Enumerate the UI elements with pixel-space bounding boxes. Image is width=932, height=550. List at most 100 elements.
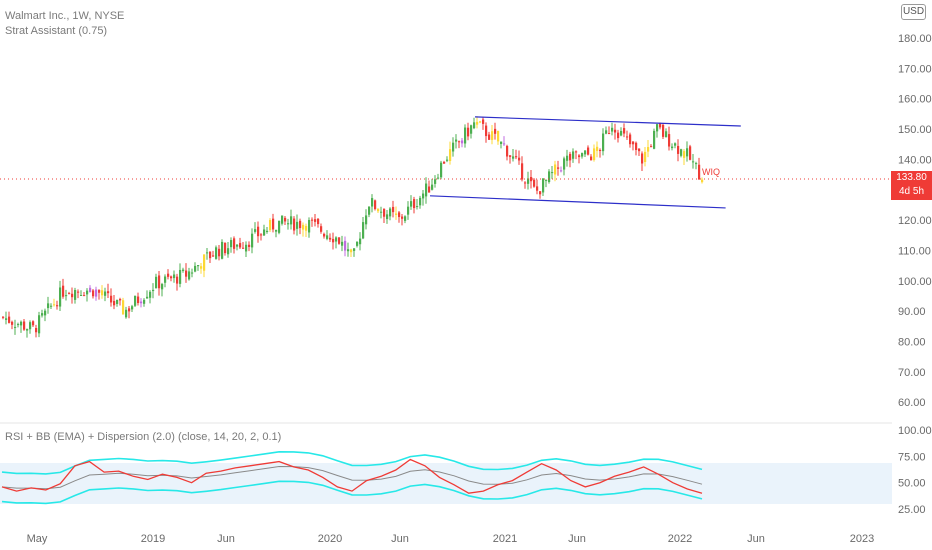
candle-body (239, 243, 242, 248)
candle-body (521, 163, 524, 180)
rsi-basis-line (1, 465, 703, 490)
candle-body (530, 176, 533, 182)
candle-body (221, 241, 224, 259)
candle-body (653, 130, 656, 149)
rsi-lower-band (1, 480, 703, 505)
candle-body (641, 153, 644, 164)
candle-body (635, 142, 638, 150)
candle-body (245, 244, 248, 252)
candle-body (125, 309, 128, 318)
candle-body (473, 122, 476, 129)
candle-body (134, 295, 137, 306)
candle-body (176, 276, 179, 284)
y-axis-tick-label: 60.00 (898, 397, 926, 409)
candle-body (200, 266, 203, 269)
candle-body (230, 240, 233, 248)
candle-body (23, 321, 26, 330)
candle-body (275, 229, 278, 232)
x-axis-tick-label: Jun (217, 533, 235, 545)
candle-body (626, 136, 629, 138)
candle-body (170, 276, 173, 279)
candle-body (545, 179, 548, 181)
candle-body (197, 265, 200, 267)
candle-body (143, 299, 146, 304)
y-axis-tick-label: 160.00 (898, 94, 932, 106)
candle-body (482, 119, 485, 124)
candle-body (428, 186, 431, 193)
candle-body (686, 148, 689, 157)
rsi-indicator-title[interactable]: RSI + BB (EMA) + Dispersion (2.0) (close… (5, 431, 282, 443)
candle-body (182, 269, 185, 271)
candle-body (515, 156, 518, 158)
candle-body (689, 146, 692, 160)
candle-body (92, 290, 95, 297)
candle-body (698, 164, 701, 180)
candle-body (278, 220, 281, 233)
candle-body (650, 146, 653, 148)
chart-title: Walmart Inc., 1W, NYSE (5, 10, 125, 22)
candle-body (272, 218, 275, 230)
candle-body (290, 216, 293, 225)
y-axis-tick-label: 140.00 (898, 154, 932, 166)
candle-body (71, 293, 74, 298)
candle-body (257, 226, 260, 237)
candle-body (617, 132, 620, 139)
candle-body (419, 197, 422, 206)
candle-body (14, 326, 17, 328)
candle-body (113, 300, 116, 306)
x-axis[interactable]: May 2019 Jun 2020 Jun 2021 Jun 2022 Jun 2023 (27, 533, 875, 545)
candle-body (410, 201, 413, 207)
candle-body (539, 191, 542, 195)
candle-body (266, 230, 269, 232)
candle-body (35, 328, 38, 333)
candle-body (194, 265, 197, 272)
channel-lower-line[interactable] (429, 195, 726, 209)
candle-body (335, 237, 338, 242)
candle-body (56, 305, 59, 307)
candle-body (512, 156, 515, 159)
candle-body (389, 208, 392, 217)
candle-body (89, 287, 92, 293)
candle-body (488, 134, 491, 140)
candle-body (146, 296, 149, 299)
current-price-value: 133.80 (896, 172, 927, 183)
candle-body (467, 127, 470, 137)
candle-body (77, 291, 80, 293)
candle-body (683, 151, 686, 158)
candle-body (329, 237, 332, 240)
candle-body (611, 127, 614, 132)
indicator-title[interactable]: Strat Assistant (0.75) (5, 25, 108, 37)
candle-body (191, 272, 194, 274)
y-axis[interactable]: 180.00170.00160.00150.00140.00130.00120.… (898, 33, 932, 409)
candle-body (80, 294, 83, 296)
candles-layer (2, 116, 704, 338)
channel-upper-line[interactable] (474, 116, 741, 127)
wiq-annotation: WIQ (702, 167, 720, 177)
candle-body (86, 290, 89, 295)
candle-body (578, 155, 581, 158)
candle-body (449, 149, 452, 162)
y-axis-tick-label: 100.00 (898, 276, 932, 288)
candle-body (263, 229, 266, 236)
candle-body (167, 273, 170, 277)
candle-body (680, 149, 683, 156)
candle-body (551, 172, 554, 174)
x-axis-tick-label: May (27, 533, 48, 545)
candle-body (659, 123, 662, 128)
candle-body (215, 247, 218, 259)
candle-body (461, 140, 464, 144)
y-axis-tick-label: 120.00 (898, 215, 932, 227)
candle-body (413, 199, 416, 209)
rsi-y-axis[interactable]: 100.00 75.00 50.00 25.00 (898, 425, 932, 516)
candle-body (584, 150, 587, 155)
current-price-label: 133.80 4d 5h (891, 171, 932, 200)
rsi-y-tick-label: 75.00 (898, 451, 926, 463)
candle-body (287, 223, 290, 225)
currency-button[interactable]: USD (901, 4, 926, 20)
candle-body (155, 276, 158, 289)
candle-body (503, 143, 506, 145)
y-axis-tick-label: 180.00 (898, 33, 932, 45)
candle-body (476, 121, 479, 125)
candle-body (212, 255, 215, 257)
